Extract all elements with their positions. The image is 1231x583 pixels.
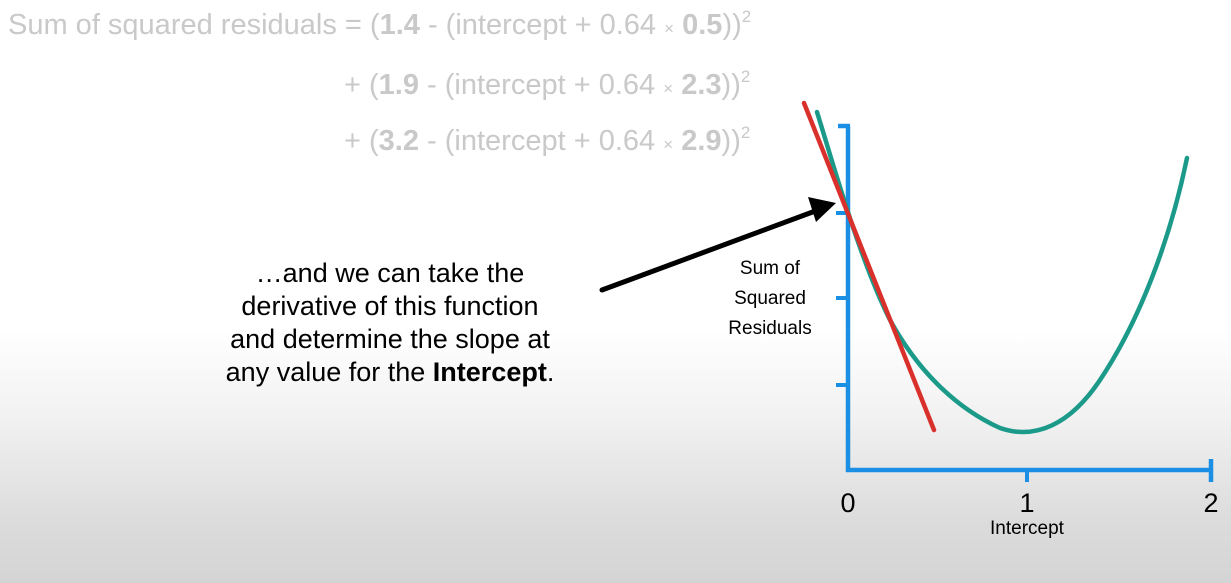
y-axis-label-line: Sum of <box>740 258 801 279</box>
observed-value: 1.4 <box>379 9 420 41</box>
x-axis-label: Intercept <box>990 518 1065 539</box>
y-axis-label-line: Squared <box>734 288 806 309</box>
x-value: 2.9 <box>681 125 722 157</box>
x-value: 2.3 <box>681 69 722 101</box>
exponent: 2 <box>740 123 751 142</box>
caption-line: …and we can take the <box>255 258 525 288</box>
equation-text: + ( <box>344 69 379 101</box>
equation-line-2: + (1.9 - (intercept + 0.64 × 2.3))2 <box>344 68 750 100</box>
x-tick-label: 2 <box>1203 488 1218 518</box>
equation-text: )) <box>721 69 741 101</box>
equation-text: )) <box>722 9 742 41</box>
equation-text: )) <box>721 125 741 157</box>
x-tick-label: 0 <box>840 488 855 518</box>
times-symbol: × <box>663 135 674 154</box>
observed-value: 3.2 <box>378 125 419 157</box>
equation-text: - (intercept + 0.64 <box>418 125 664 157</box>
caption-text: . <box>546 356 555 387</box>
caption-line: and determine the slope at <box>230 323 550 354</box>
equation-text: + ( <box>344 125 379 157</box>
equation-text: - (intercept + 0.64 <box>418 69 664 101</box>
y-axis-label-line: Residuals <box>728 318 811 339</box>
equation-text: Sum of squared residuals = ( <box>8 9 380 41</box>
equation-line-3: + (3.2 - (intercept + 0.64 × 2.9))2 <box>344 124 750 156</box>
exponent: 2 <box>741 7 752 26</box>
arrowhead-icon <box>808 197 836 222</box>
equation-text: - (intercept + 0.64 <box>419 9 665 41</box>
caption-line: any value for the Intercept. <box>180 356 600 389</box>
tangent-line <box>801 100 937 433</box>
times-symbol: × <box>664 19 675 38</box>
times-symbol: × <box>663 79 674 98</box>
x-tick-label: 1 <box>1019 488 1034 518</box>
pointer-arrow <box>599 207 821 293</box>
caption-bold-term: Intercept <box>432 356 547 387</box>
caption: …and we can take the derivative of this … <box>180 257 600 389</box>
exponent: 2 <box>740 67 751 86</box>
caption-line: derivative of this function <box>241 290 539 321</box>
equation-line-1: Sum of squared residuals = (1.4 - (inter… <box>8 8 751 40</box>
caption-text: any value for the <box>225 356 433 387</box>
observed-value: 1.9 <box>378 69 419 101</box>
x-value: 0.5 <box>682 9 723 41</box>
